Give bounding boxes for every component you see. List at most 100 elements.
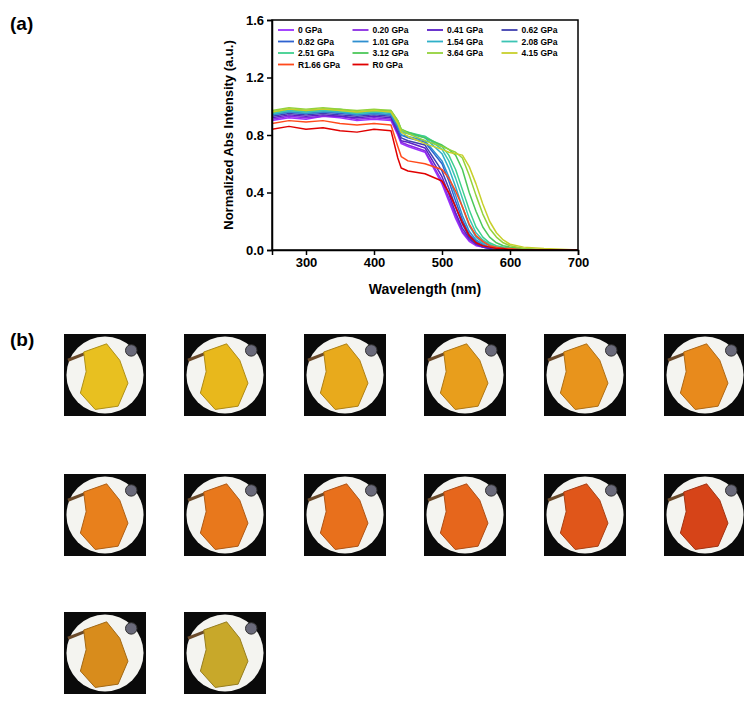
photo-ruby <box>486 345 497 356</box>
photo-crystal <box>200 484 248 550</box>
y-tick-label: 0.8 <box>246 128 264 143</box>
photo-ruby <box>126 345 137 356</box>
photo-ruby <box>126 623 137 634</box>
sample-photo <box>424 474 506 556</box>
photo-chamber <box>426 476 503 553</box>
legend-label: 1.54 GPa <box>447 37 483 47</box>
photo-ruby <box>606 345 617 356</box>
photo-background <box>664 334 744 416</box>
photo-crystal <box>80 622 128 688</box>
y-axis-title: Normalized Abs Intensity (a.u.) <box>221 40 236 230</box>
photo-chamber <box>186 476 263 553</box>
x-axis: 300400500600700 <box>273 250 590 270</box>
legend-label: 0.62 GPa <box>522 25 558 35</box>
photo-ruby <box>246 485 257 496</box>
photo-crystal <box>680 344 728 410</box>
legend-swatch <box>427 41 443 43</box>
y-tick: 0.8 <box>246 128 272 143</box>
y-tick-mark <box>267 135 272 137</box>
y-tick-mark <box>267 250 272 252</box>
photo-background <box>304 334 386 416</box>
legend-label: 3.12 GPa <box>373 48 409 58</box>
sample-photo <box>424 334 506 416</box>
photo-ruby <box>246 345 257 356</box>
legend-label: R0 GPa <box>373 60 404 70</box>
sample-photo <box>184 474 266 556</box>
legend-swatch <box>278 64 294 66</box>
spectrum-line <box>272 115 578 250</box>
y-tick-mark <box>267 192 272 194</box>
y-tick-label: 1.2 <box>246 70 264 85</box>
spectrum-line <box>272 126 578 250</box>
legend-swatch <box>427 29 443 31</box>
photo-chamber <box>666 476 743 553</box>
plot-frame <box>272 20 578 250</box>
lines <box>272 108 578 250</box>
photo-ruby <box>726 345 737 356</box>
photo-crystal <box>80 344 128 410</box>
y-tick: 1.6 <box>246 13 272 28</box>
photo-chamber <box>306 336 383 413</box>
photo-ruby <box>726 485 737 496</box>
sample-photo <box>184 612 266 694</box>
photo-chamber <box>546 476 623 553</box>
y-tick: 0.4 <box>246 185 272 200</box>
legend-swatch <box>278 41 294 43</box>
legend-swatch <box>353 64 369 66</box>
spectrum-line <box>272 121 578 250</box>
y-tick-label: 0.4 <box>246 185 265 200</box>
photo-ruby <box>486 485 497 496</box>
legend-label: 4.15 GPa <box>522 48 558 58</box>
x-tick-label: 500 <box>432 255 454 270</box>
y-axis-line <box>267 21 273 251</box>
photo-crystal <box>560 344 608 410</box>
sample-photo <box>64 612 146 694</box>
legend-label: 2.08 GPa <box>522 37 558 47</box>
photo-background <box>424 334 506 416</box>
photo-background <box>544 334 626 416</box>
legend-label: R1.66 GPa <box>298 60 340 70</box>
x-tick-label: 600 <box>500 255 522 270</box>
sample-photo <box>304 474 386 556</box>
photo-chamber <box>666 336 743 413</box>
y-tick-label: 1.6 <box>246 13 264 28</box>
photo-chamber <box>66 614 143 691</box>
spectrum-line <box>272 111 578 250</box>
sample-photo <box>664 474 744 556</box>
photo-crystal <box>440 484 488 550</box>
photo-chamber <box>66 336 143 413</box>
y-tick-mark <box>267 20 272 22</box>
panel-label: (a) <box>10 13 33 34</box>
legend-swatch <box>502 29 518 31</box>
x-tick-label: 700 <box>568 255 590 270</box>
legend-label: 1.01 GPa <box>373 37 409 47</box>
sample-photo <box>544 474 626 556</box>
y-axis: 0.00.40.81.21.6 <box>246 13 273 258</box>
photo-background <box>304 474 386 556</box>
legend-swatch <box>353 41 369 43</box>
legend-label: 3.64 GPa <box>447 48 483 58</box>
legend-label: 2.51 GPa <box>298 48 334 58</box>
photo-ruby <box>606 485 617 496</box>
photo-crystal <box>80 484 128 550</box>
photo-crystal <box>200 622 248 688</box>
spectrum-line <box>272 112 578 250</box>
photo-background <box>424 474 506 556</box>
photo-background <box>184 474 266 556</box>
legend-swatch <box>427 52 443 54</box>
photo-crystal <box>320 344 368 410</box>
x-tick: 600 <box>500 250 522 270</box>
sample-photo <box>184 334 266 416</box>
photo-background <box>184 334 266 416</box>
y-tick-mark <box>267 77 272 79</box>
x-axis-title: Wavelength (nm) <box>369 281 481 297</box>
photo-ruby <box>366 485 377 496</box>
x-tick: 700 <box>568 250 590 270</box>
spectrum-line <box>272 113 578 250</box>
legend-label: 0 GPa <box>298 25 322 35</box>
spectrum-line <box>272 109 578 250</box>
x-axis-line <box>273 251 579 256</box>
photo-background <box>64 334 146 416</box>
photo-background <box>664 474 744 556</box>
sample-photo <box>64 474 146 556</box>
